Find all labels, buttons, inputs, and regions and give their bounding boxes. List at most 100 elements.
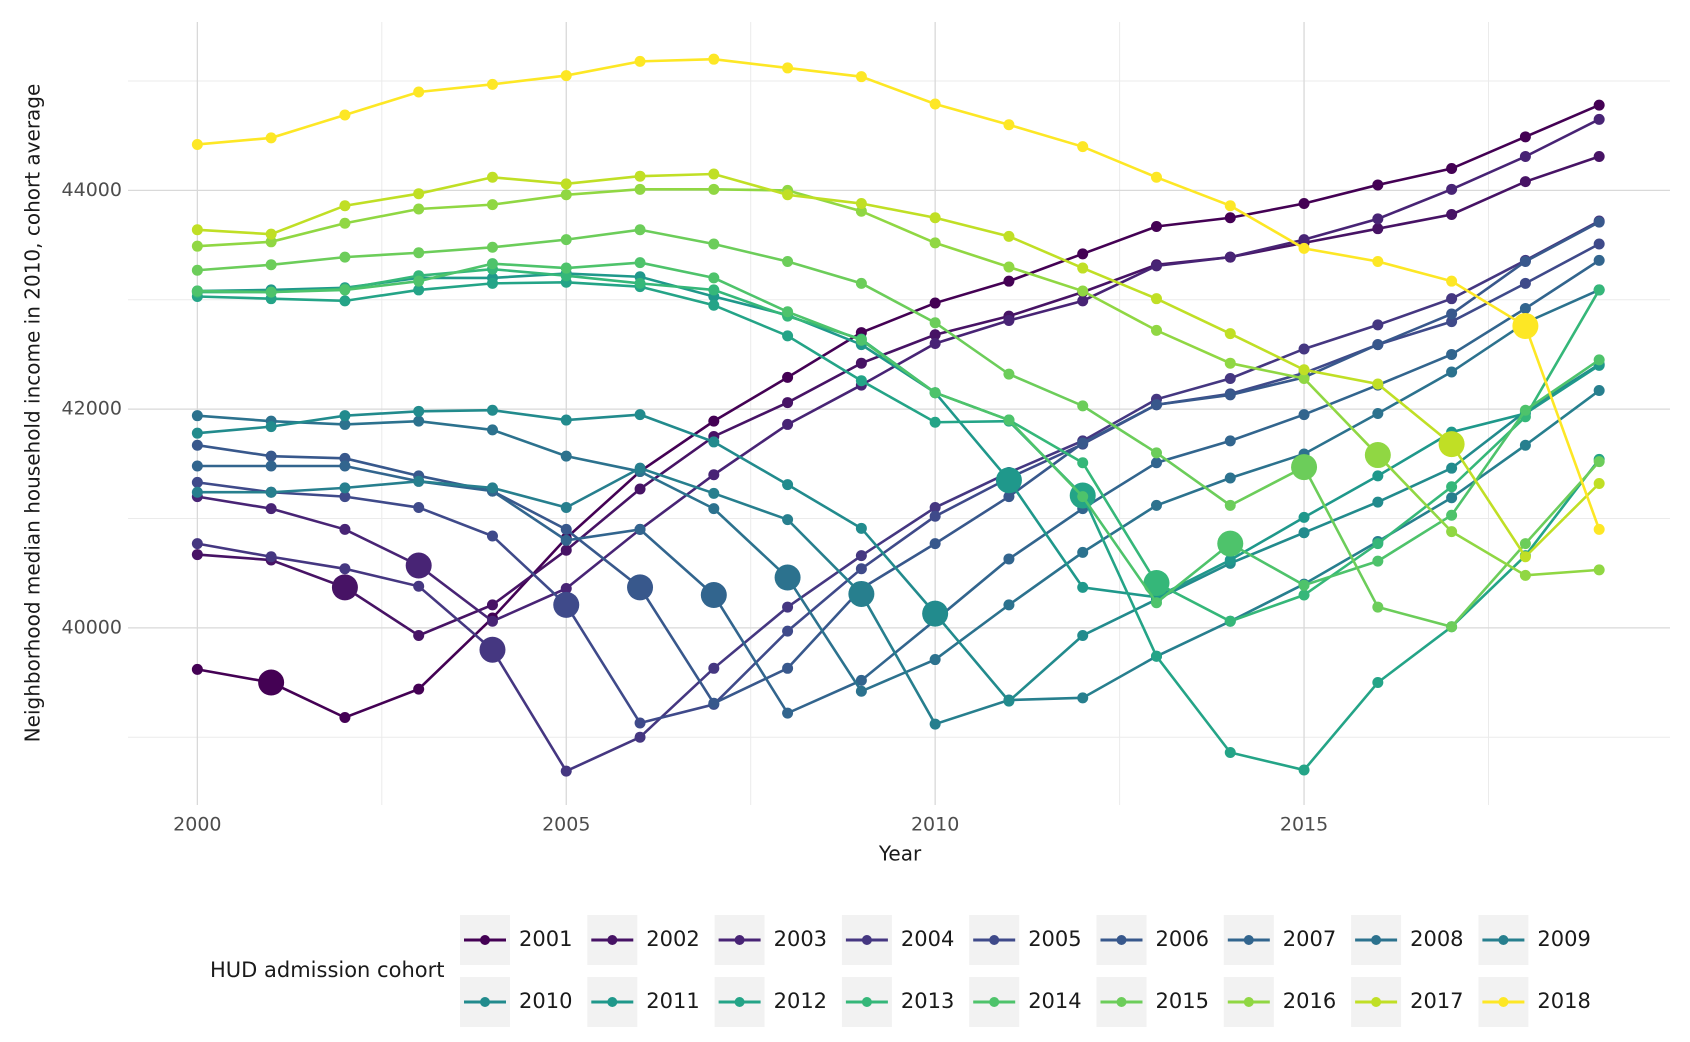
point — [929, 502, 941, 514]
y-tick-label: 42000 — [62, 398, 122, 420]
point — [339, 563, 351, 575]
point — [413, 275, 425, 287]
point — [929, 237, 941, 249]
point — [929, 510, 941, 522]
point — [1372, 378, 1384, 390]
point — [486, 258, 498, 270]
point — [1077, 581, 1089, 593]
point — [855, 563, 867, 575]
point — [855, 71, 867, 83]
point — [1446, 509, 1458, 521]
point — [265, 551, 277, 563]
point — [855, 357, 867, 369]
point — [1446, 366, 1458, 378]
point — [1224, 373, 1236, 385]
legend-label: 2008 — [1410, 927, 1463, 951]
legend-key-dot — [734, 997, 745, 1007]
point — [1372, 213, 1384, 225]
point — [413, 683, 425, 695]
point — [1593, 477, 1605, 489]
point — [191, 285, 203, 297]
point — [560, 544, 572, 556]
point — [1372, 470, 1384, 482]
x-tick-label: 2010 — [911, 814, 959, 836]
point — [1372, 408, 1384, 419]
point — [782, 330, 794, 342]
point — [339, 452, 351, 464]
point — [929, 538, 941, 550]
point — [1372, 339, 1384, 351]
x-tick-label: 2015 — [1280, 814, 1328, 836]
point — [1593, 216, 1605, 228]
point — [191, 439, 203, 451]
legend-label: 2013 — [901, 989, 954, 1013]
point — [1077, 546, 1089, 558]
point — [1593, 385, 1605, 397]
point — [1077, 457, 1089, 469]
point — [708, 415, 720, 427]
point — [1077, 248, 1089, 260]
point — [1372, 223, 1384, 235]
point — [1150, 260, 1162, 272]
point — [929, 297, 941, 309]
point — [1077, 692, 1089, 704]
series-line — [197, 103, 1600, 719]
legend-key-dot — [1243, 935, 1254, 945]
point — [708, 469, 720, 481]
x-axis-label: Year — [878, 842, 922, 866]
x-tick-label: 2005 — [542, 814, 590, 836]
x-tick-label: 2000 — [173, 814, 221, 836]
point — [1593, 456, 1605, 468]
point — [1150, 293, 1162, 305]
legend-key-dot — [861, 935, 872, 945]
point — [855, 277, 867, 289]
point — [1446, 163, 1458, 175]
point — [708, 487, 720, 499]
cohort-point — [1217, 530, 1244, 557]
legend-label: 2011 — [646, 989, 699, 1013]
point — [1077, 285, 1089, 297]
cohort-point — [553, 591, 580, 618]
point — [855, 205, 867, 217]
point — [1150, 399, 1162, 411]
point — [1298, 198, 1310, 210]
point — [191, 427, 203, 439]
legend-key-dot — [989, 997, 1000, 1007]
point — [1003, 599, 1015, 611]
point — [929, 387, 941, 399]
point — [413, 475, 425, 487]
point — [782, 306, 794, 318]
point — [486, 199, 498, 211]
point — [634, 55, 646, 67]
point — [1298, 511, 1310, 523]
cohort-point — [1291, 454, 1318, 481]
point — [782, 255, 794, 267]
y-axis-label: Neighborhood median household income in … — [21, 84, 45, 743]
point — [929, 212, 941, 224]
point — [1077, 491, 1089, 503]
point — [634, 224, 646, 236]
point — [265, 236, 277, 248]
point — [486, 424, 498, 436]
point — [1446, 348, 1458, 360]
point — [413, 415, 425, 427]
point — [413, 284, 425, 296]
point — [1298, 409, 1310, 421]
plot — [191, 53, 1605, 777]
point — [1519, 551, 1531, 563]
series-line — [197, 389, 1600, 726]
point — [191, 538, 203, 550]
legend-key-dot — [1116, 997, 1127, 1007]
point — [1077, 629, 1089, 641]
point — [486, 599, 498, 611]
series-line — [197, 118, 1600, 623]
point — [191, 264, 203, 276]
point — [1446, 621, 1458, 633]
point — [1224, 435, 1236, 447]
point — [708, 183, 720, 195]
point — [560, 234, 572, 246]
point — [339, 295, 351, 307]
point — [191, 460, 203, 472]
point — [486, 530, 498, 542]
point — [855, 550, 867, 562]
